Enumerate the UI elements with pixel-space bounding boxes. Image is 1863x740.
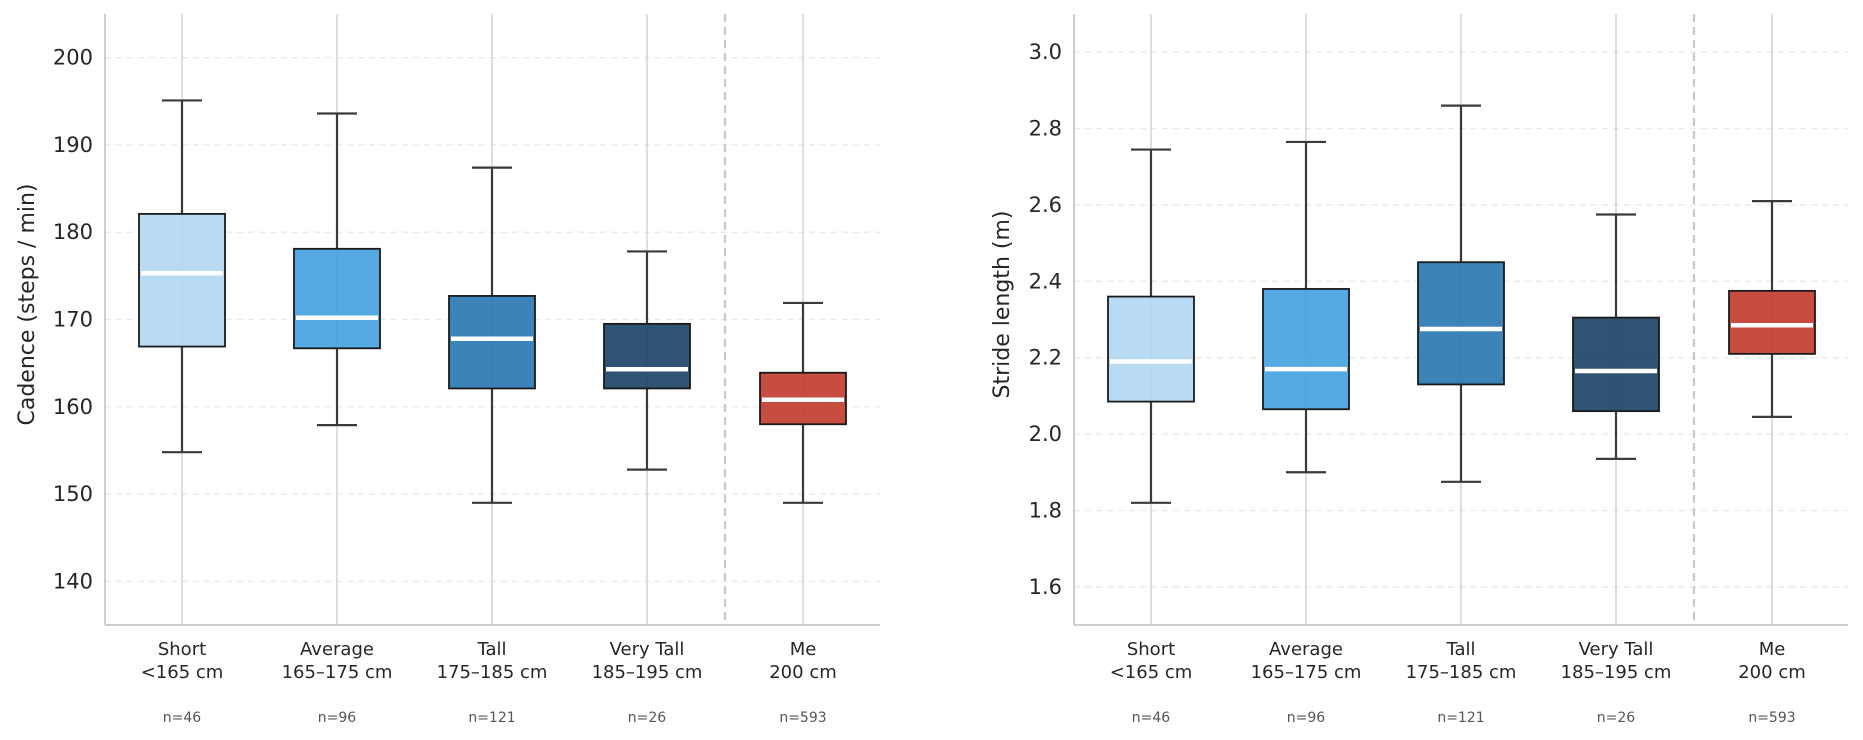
cadence-chart-panel: 140 150 160 170 180 190 200 Short<165 cm n=46 Ave…	[15, 14, 880, 726]
category-label: Very Tall	[610, 639, 685, 660]
iqr-box	[293, 247, 381, 350]
category-sublabel: 175–185 cm	[1406, 662, 1517, 683]
sample-size-label: n=96	[318, 710, 357, 726]
box-4	[759, 301, 847, 504]
y-axis-title: Cadence (steps / min)	[15, 183, 40, 425]
category-label: Tall	[476, 639, 506, 660]
y-tick-label: 190	[53, 133, 93, 157]
sample-size-label: n=593	[779, 710, 826, 726]
category-label: Short	[158, 639, 206, 660]
category-sublabel: 165–175 cm	[1251, 662, 1362, 683]
y-tick-label: 180	[53, 220, 93, 244]
sample-size-label: n=46	[163, 710, 202, 726]
category-sublabel: <165 cm	[141, 662, 224, 683]
y-tick-label: 2.0	[1029, 422, 1062, 446]
iqr-box	[1417, 261, 1505, 386]
sample-size-label: n=26	[1597, 710, 1636, 726]
category-sublabel: 200 cm	[1738, 662, 1806, 683]
category-sublabel: 175–185 cm	[437, 662, 548, 683]
y-tick-label: 2.8	[1029, 117, 1062, 141]
category-label: Me	[790, 639, 817, 660]
box-4	[1728, 200, 1816, 418]
sample-size-label: n=121	[1437, 710, 1484, 726]
y-tick-label: 1.8	[1029, 498, 1062, 522]
category-sublabel: 165–175 cm	[282, 662, 393, 683]
y-tick-label: 140	[53, 569, 93, 593]
y-tick-label: 160	[53, 395, 93, 419]
category-label: Very Tall	[1579, 639, 1654, 660]
box-3	[1572, 213, 1660, 460]
y-tick-label: 3.0	[1029, 40, 1062, 64]
iqr-box	[1728, 289, 1816, 355]
box-2	[1417, 104, 1505, 483]
iqr-box	[1107, 295, 1195, 403]
y-tick-label: 200	[53, 46, 93, 70]
y-tick-label: 1.6	[1029, 575, 1062, 599]
sample-size-label: n=46	[1132, 710, 1171, 726]
category-sublabel: 200 cm	[769, 662, 837, 683]
stride-chart-panel: 1.6 1.8 2.0 2.2 2.4 2.6 2.8 3.0 Short<165 cm n=46…	[990, 14, 1848, 726]
y-tick-label: 150	[53, 482, 93, 506]
category-sublabel: 185–195 cm	[592, 662, 703, 683]
category-label: Average	[300, 639, 374, 660]
y-tick-label: 2.2	[1029, 346, 1062, 370]
category-sublabel: 185–195 cm	[1561, 662, 1672, 683]
y-tick-label: 2.6	[1029, 193, 1062, 217]
box-1	[1262, 140, 1350, 474]
sample-size-label: n=593	[1748, 710, 1795, 726]
iqr-box	[603, 322, 691, 390]
iqr-box	[1572, 316, 1660, 413]
box-0	[1107, 148, 1195, 504]
box-2	[448, 166, 536, 504]
category-label: Me	[1759, 639, 1786, 660]
y-tick-label: 2.4	[1029, 269, 1062, 293]
iqr-box	[448, 295, 536, 390]
category-sublabel: <165 cm	[1110, 662, 1193, 683]
category-label: Average	[1269, 639, 1343, 660]
sample-size-label: n=26	[628, 710, 667, 726]
box-1	[293, 112, 381, 427]
iqr-box	[1262, 288, 1350, 411]
iqr-box	[138, 212, 226, 348]
y-axis-title: Stride length (m)	[990, 211, 1015, 399]
box-3	[603, 250, 691, 471]
y-tick-label: 170	[53, 308, 93, 332]
category-label: Short	[1127, 639, 1175, 660]
sample-size-label: n=121	[468, 710, 515, 726]
box-0	[138, 99, 226, 454]
sample-size-label: n=96	[1287, 710, 1326, 726]
category-label: Tall	[1445, 639, 1475, 660]
